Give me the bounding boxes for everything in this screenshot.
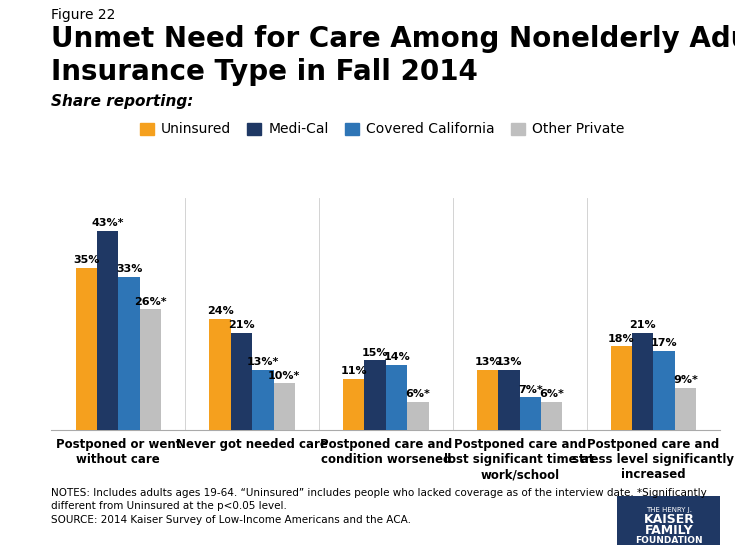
Bar bbox=[498, 370, 520, 430]
Text: 24%: 24% bbox=[207, 306, 234, 316]
Bar bbox=[118, 277, 140, 430]
Bar bbox=[343, 379, 365, 430]
Text: 7%*: 7%* bbox=[518, 385, 542, 395]
Text: Figure 22: Figure 22 bbox=[51, 8, 116, 22]
Bar bbox=[611, 347, 632, 430]
Text: 13%: 13% bbox=[474, 357, 501, 367]
Text: 18%: 18% bbox=[608, 334, 634, 344]
Text: 17%: 17% bbox=[650, 338, 678, 348]
Text: Unmet Need for Care Among Nonelderly Adults in California, by: Unmet Need for Care Among Nonelderly Adu… bbox=[51, 25, 735, 53]
Text: 6%*: 6%* bbox=[406, 389, 431, 399]
Bar bbox=[76, 268, 97, 430]
Bar bbox=[140, 310, 161, 430]
Text: FAMILY: FAMILY bbox=[645, 524, 693, 537]
Bar bbox=[273, 383, 295, 430]
Text: 11%: 11% bbox=[340, 366, 367, 376]
Text: NOTES: Includes adults ages 19-64. “Uninsured” includes people who lacked covera: NOTES: Includes adults ages 19-64. “Unin… bbox=[51, 488, 707, 498]
Text: 6%*: 6%* bbox=[539, 389, 564, 399]
Text: 13%: 13% bbox=[495, 357, 522, 367]
Bar bbox=[632, 333, 653, 430]
Bar bbox=[252, 370, 273, 430]
Bar bbox=[520, 397, 541, 430]
Legend: Uninsured, Medi-Cal, Covered California, Other Private: Uninsured, Medi-Cal, Covered California,… bbox=[140, 122, 625, 137]
Text: 14%: 14% bbox=[383, 352, 410, 362]
Text: 21%: 21% bbox=[228, 320, 255, 330]
Text: 13%*: 13%* bbox=[247, 357, 279, 367]
Bar bbox=[653, 351, 675, 430]
Text: THE HENRY J.: THE HENRY J. bbox=[646, 507, 692, 513]
Bar bbox=[675, 388, 696, 430]
Text: 43%*: 43%* bbox=[91, 218, 124, 228]
Text: Insurance Type in Fall 2014: Insurance Type in Fall 2014 bbox=[51, 58, 478, 86]
Text: 35%: 35% bbox=[73, 255, 99, 265]
Bar bbox=[407, 402, 429, 430]
Bar bbox=[231, 333, 252, 430]
Bar bbox=[97, 231, 118, 430]
Bar bbox=[365, 360, 386, 430]
Text: FOUNDATION: FOUNDATION bbox=[635, 536, 703, 545]
Text: KAISER: KAISER bbox=[643, 513, 695, 526]
Text: 10%*: 10%* bbox=[268, 371, 301, 381]
Bar bbox=[477, 370, 498, 430]
Bar bbox=[541, 402, 562, 430]
Text: 9%*: 9%* bbox=[673, 375, 698, 385]
Bar bbox=[209, 318, 231, 430]
Text: SOURCE: 2014 Kaiser Survey of Low-Income Americans and the ACA.: SOURCE: 2014 Kaiser Survey of Low-Income… bbox=[51, 515, 412, 525]
Text: different from Uninsured at the p<0.05 level.: different from Uninsured at the p<0.05 l… bbox=[51, 501, 287, 511]
Text: 26%*: 26%* bbox=[134, 296, 167, 307]
Text: 21%: 21% bbox=[629, 320, 656, 330]
Text: 33%: 33% bbox=[116, 264, 143, 274]
Text: 15%: 15% bbox=[362, 348, 388, 358]
Text: Share reporting:: Share reporting: bbox=[51, 94, 194, 109]
Bar bbox=[386, 365, 407, 430]
